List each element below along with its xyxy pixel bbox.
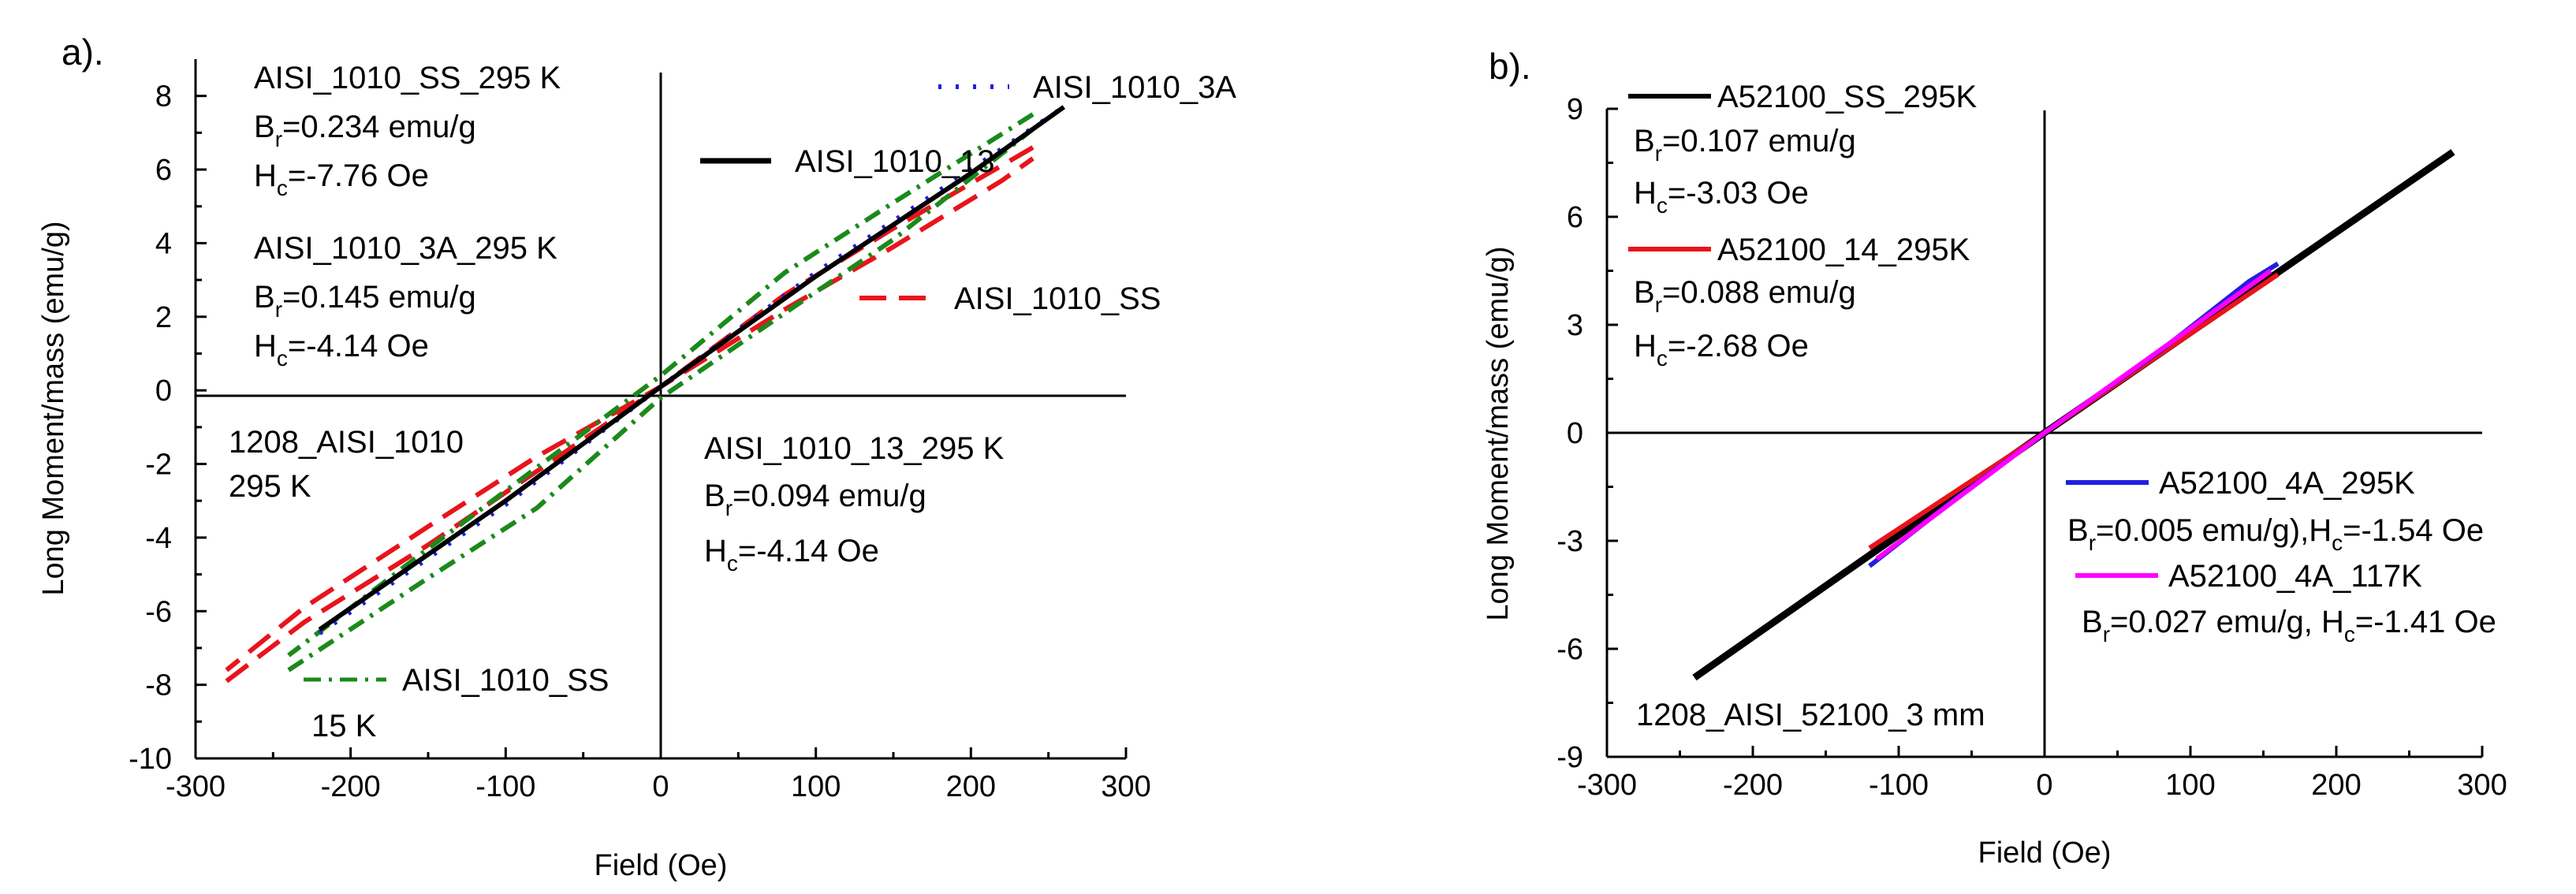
chart-a-y-tick-label: -4 bbox=[145, 522, 172, 555]
chart-b-y-tick-label: 3 bbox=[1567, 309, 1583, 342]
chart-b-x-tick-label: 200 bbox=[2311, 769, 2361, 802]
chart-a-x-tick-label: -100 bbox=[475, 770, 535, 803]
legend-label-a52100-4a-117k: A52100_4A_117K bbox=[2168, 559, 2422, 594]
chart-b-panel-label: b). bbox=[1489, 46, 1531, 87]
chart-b-x-tick-label: 100 bbox=[2165, 769, 2215, 802]
chart-b-y-tick-label: 6 bbox=[1567, 201, 1583, 234]
chart-a-y-tick-label: 8 bbox=[155, 80, 172, 114]
chart-b-y-tick-label: 0 bbox=[1567, 417, 1583, 450]
annotation-b-ss-br: Br=0.107 emu/g bbox=[1634, 124, 1856, 166]
series-line-aisi-1010-13-3 bbox=[318, 105, 1066, 632]
annotation-b-ss-br-value: =0.107 emu/g bbox=[1662, 124, 1856, 158]
annotation-b-4a-295k: Br=0.005 emu/g),Hc=-1.54 Oe bbox=[2067, 513, 2484, 555]
chart-a-y-tick-label: -10 bbox=[129, 743, 172, 776]
annotation-b-4a-117k: Br=0.027 emu/g, Hc=-1.41 Oe bbox=[2082, 605, 2496, 646]
chart-b-series bbox=[1692, 149, 2455, 681]
legend-label-a52100-4a-295k: A52100_4A_295K bbox=[2159, 466, 2415, 501]
chart-a-x-label: Field (Oe) bbox=[595, 849, 728, 882]
chart-b-y-tick-label: -9 bbox=[1556, 741, 1583, 774]
series-line-aisi-1010-ss-1 bbox=[287, 127, 1035, 672]
annotation-b-14-br: Br=0.088 emu/g bbox=[1634, 275, 1856, 317]
chart-a-x-ticks: -300 -200 -100 0 100 200 300 bbox=[166, 747, 1151, 803]
annotation-sample-a-1: 1208_AISI_1010 bbox=[229, 425, 464, 460]
annotation-b-4a-295k-hc: =-1.54 Oe bbox=[2343, 513, 2484, 548]
chart-a-x-tick-label: -200 bbox=[321, 770, 381, 803]
annotation-b-ss-hc-value: =-3.03 Oe bbox=[1668, 176, 1809, 210]
chart-a-y-tick-label: 0 bbox=[155, 374, 172, 408]
chart-a-x-tick-label: 200 bbox=[946, 770, 996, 803]
chart-b-x-label: Field (Oe) bbox=[1978, 836, 2112, 870]
chart-a-panel-label: a). bbox=[62, 32, 104, 73]
chart-a: a). -300 -200 -100 0 100 200 300 -10 -8 -6 -4 -2 0 2… bbox=[37, 32, 1236, 882]
chart-a-x-tick-label: 100 bbox=[791, 770, 841, 803]
chart-a-x-tick-label: 300 bbox=[1101, 770, 1150, 803]
chart-b-x-tick-label: -200 bbox=[1723, 769, 1783, 802]
legend-label-a52100-ss: A52100_SS_295K bbox=[1717, 80, 1978, 114]
chart-a-y-tick-label: 2 bbox=[155, 301, 172, 334]
annotation-3a-br: Br=0.145 emu/g bbox=[254, 280, 476, 322]
chart-a-y-ticks: -10 -8 -6 -4 -2 0 2 4 6 8 bbox=[129, 80, 207, 776]
chart-b-x-tick-label: 300 bbox=[2457, 769, 2507, 802]
annotation-ss-title: AISI_1010_SS_295 K bbox=[254, 61, 561, 95]
annotation-ss-br: Br=0.234 emu/g bbox=[254, 110, 476, 151]
annotation-13-hc-value: =-4.14 Oe bbox=[738, 534, 879, 568]
legend-label-aisi-1010-13: AISI_1010_13 bbox=[795, 144, 995, 179]
legend-label-a52100-14: A52100_14_295K bbox=[1717, 233, 1970, 267]
annotation-b-ss-hc: Hc=-3.03 Oe bbox=[1634, 176, 1809, 218]
chart-b-y-tick-label: -3 bbox=[1556, 525, 1583, 558]
chart-b-x-ticks: -300 -200 -100 0 100 200 300 bbox=[1577, 746, 2507, 802]
legend-extra-15k: 15 K bbox=[311, 709, 377, 743]
annotation-b-14-br-value: =0.088 emu/g bbox=[1662, 275, 1856, 310]
chart-a-legend: AISI_1010_3A AISI_1010_13 AISI_1010_SS A… bbox=[304, 70, 1236, 743]
annotation-b-sample: 1208_AISI_52100_3 mm bbox=[1636, 698, 1985, 732]
annotation-ss-hc: Hc=-7.76 Oe bbox=[254, 158, 429, 200]
annotation-sample-a-2: 295 K bbox=[229, 469, 311, 504]
annotation-b-14-hc-value: =-2.68 Oe bbox=[1668, 329, 1809, 363]
annotation-13-title: AISI_1010_13_295 K bbox=[704, 431, 1005, 466]
chart-a-y-tick-label: -2 bbox=[145, 449, 172, 482]
annotation-13-br: Br=0.094 emu/g bbox=[704, 479, 926, 520]
chart-a-annotations: AISI_1010_SS_295 K Br=0.234 emu/g Hc=-7.… bbox=[229, 61, 1005, 576]
chart-b-y-tick-label: 9 bbox=[1567, 93, 1583, 126]
chart-b-y-ticks: -9 -6 -3 0 3 6 9 bbox=[1556, 93, 1618, 774]
legend-label-aisi-1010-ss-green: AISI_1010_SS bbox=[402, 663, 609, 698]
chart-b-x-tick-label: -300 bbox=[1577, 769, 1637, 802]
annotation-b-14-hc: Hc=-2.68 Oe bbox=[1634, 329, 1809, 371]
chart-b-y-tick-label: -6 bbox=[1556, 633, 1583, 666]
chart-a-y-tick-label: 4 bbox=[155, 227, 172, 260]
annotation-13-br-value: =0.094 emu/g bbox=[733, 479, 926, 513]
annotation-ss-hc-value: =-7.76 Oe bbox=[288, 158, 429, 193]
annotation-3a-hc-value: =-4.14 Oe bbox=[288, 329, 429, 363]
chart-b-x-tick-label: -100 bbox=[1869, 769, 1929, 802]
annotation-13-hc: Hc=-4.14 Oe bbox=[704, 534, 879, 576]
chart-a-y-label: Long Moment/mass (emu/g) bbox=[37, 221, 70, 595]
annotation-b-4a-295k-value: =0.005 emu/g),H bbox=[2096, 513, 2332, 548]
legend-label-aisi-1010-3a: AISI_1010_3A bbox=[1033, 70, 1236, 105]
chart-a-series bbox=[225, 105, 1066, 684]
chart-b-legend: A52100_SS_295K A52100_14_295K A52100_4A_… bbox=[1628, 80, 2422, 594]
annotation-b-4a-117k-value: =0.027 emu/g, H bbox=[2110, 605, 2344, 639]
chart-b-y-label: Long Moment/mass (emu/g) bbox=[1482, 246, 1515, 620]
chart-a-y-tick-label: 6 bbox=[155, 154, 172, 187]
chart-a-x-tick-label: 0 bbox=[652, 770, 669, 803]
chart-b: b). -300 -200 -100 0 100 200 300 -9 -6 -3 0 3 6 9 Fi… bbox=[1482, 46, 2507, 870]
chart-b-x-tick-label: 0 bbox=[2036, 769, 2052, 802]
annotation-3a-br-value: =0.145 emu/g bbox=[282, 280, 476, 315]
chart-a-y-tick-label: -6 bbox=[145, 595, 172, 628]
annotation-3a-title: AISI_1010_3A_295 K bbox=[254, 231, 557, 266]
annotation-3a-hc: Hc=-4.14 Oe bbox=[254, 329, 429, 371]
chart-a-x-tick-label: -300 bbox=[166, 770, 226, 803]
chart-a-y-tick-label: -8 bbox=[145, 669, 172, 702]
annotation-b-4a-117k-hc: =-1.41 Oe bbox=[2355, 605, 2496, 639]
legend-label-aisi-1010-ss-red: AISI_1010_SS bbox=[954, 281, 1161, 316]
annotation-ss-br-value: =0.234 emu/g bbox=[282, 110, 476, 144]
series-line-a52100-4a-117k-3 bbox=[1875, 269, 2272, 561]
